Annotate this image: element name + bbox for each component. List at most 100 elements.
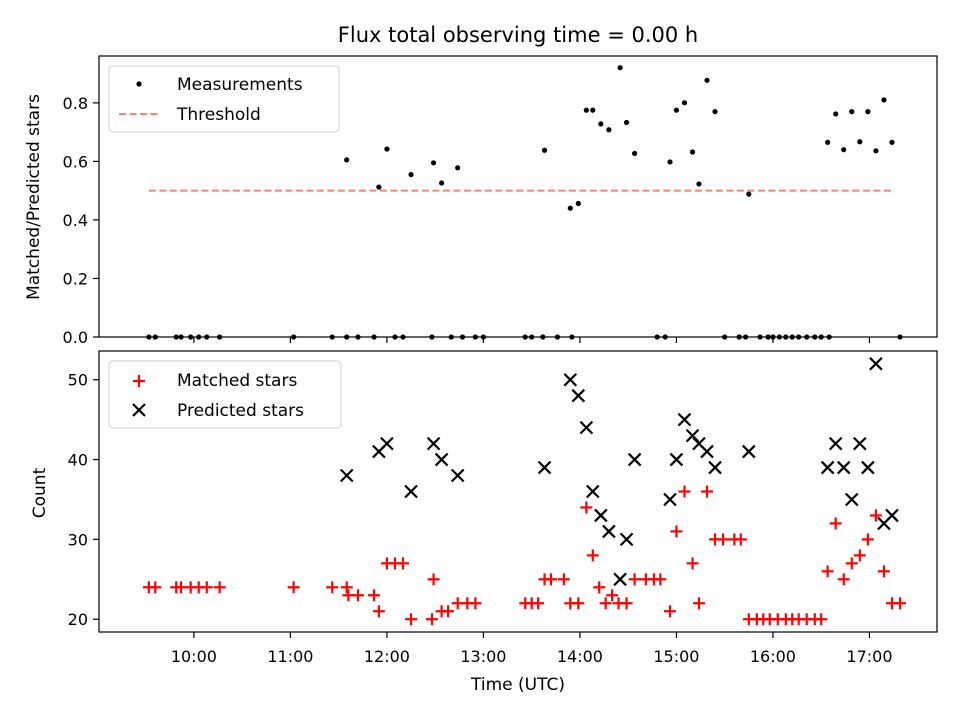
matched-star-point (678, 485, 691, 498)
top-plot-frame (98, 55, 938, 338)
predicted-star-point (885, 508, 899, 523)
matched-star-point (593, 581, 606, 594)
predicted-star-point (853, 436, 867, 451)
legend-threshold-label: Threshold (176, 105, 261, 125)
measurement-point (329, 334, 335, 340)
measurement-point (783, 334, 789, 340)
measurement-point (812, 334, 818, 340)
measurement-point (632, 150, 638, 157)
matched-star-point (396, 557, 409, 570)
matched-star-point (427, 573, 440, 586)
measurement-point (344, 157, 350, 163)
measurement-point (188, 334, 194, 340)
measurement-point (376, 184, 382, 190)
measurement-point (459, 334, 466, 340)
measurement-point (408, 171, 414, 178)
measurement-point (196, 334, 202, 340)
matched-star-point (845, 557, 858, 570)
matched-star-point (580, 501, 593, 514)
measurement-point (448, 334, 454, 340)
matched-star-point (853, 549, 866, 562)
legend-measurements-marker (136, 81, 142, 87)
measurement-point (344, 334, 350, 340)
matched-star-point (326, 581, 339, 594)
measurement-point (623, 119, 630, 126)
predicted-star-point (708, 460, 722, 475)
matched-star-point (469, 597, 482, 610)
predicted-star-point (380, 436, 394, 451)
predicted-star-point (619, 532, 634, 547)
measurement-point (889, 139, 895, 145)
matched-star-point (557, 573, 570, 586)
predicted-star-point (861, 460, 875, 475)
top-y-tick-label: 0.6 (63, 152, 88, 171)
measurement-point (736, 334, 742, 340)
measurement-point (654, 334, 660, 340)
measurement-point (881, 97, 887, 103)
matched-star-point (606, 589, 619, 602)
top-marks (146, 65, 903, 340)
top-y-tick-label: 0.4 (63, 211, 88, 230)
bottom-y-tick-label: 40 (68, 451, 88, 470)
matched-star-point (586, 549, 599, 562)
x-tick-label: 12:00 (364, 647, 410, 666)
top-y-ticks: 0.0 0.2 0.4 0.6 0.8 (63, 94, 99, 347)
matched-star-point (821, 565, 834, 578)
predicted-star-point (700, 444, 714, 459)
predicted-star-point (537, 460, 552, 475)
predicted-star-point (742, 444, 756, 459)
matched-star-point (869, 509, 882, 522)
matched-star-point (544, 573, 557, 586)
measurement-point (455, 165, 461, 171)
x-tick-label: 17:00 (846, 647, 892, 666)
measurement-point (712, 109, 718, 115)
matched-star-point (620, 597, 633, 610)
measurement-point (617, 65, 623, 71)
predicted-star-point (663, 492, 677, 507)
matched-star-point (442, 605, 455, 618)
matched-star-point (628, 573, 641, 586)
measurement-point (765, 334, 771, 340)
top-y-tick-label: 0.8 (63, 94, 88, 113)
matched-star-point (351, 589, 364, 602)
matched-star-point (425, 613, 438, 626)
top-y-tick-label: 0.0 (63, 328, 88, 347)
measurement-point (826, 334, 832, 340)
predicted-star-point (869, 356, 883, 371)
bottom-marks (142, 356, 907, 626)
matched-star-point (405, 613, 418, 626)
chart-title: Flux total observing time = 0.00 h (338, 23, 698, 47)
measurement-point (696, 181, 702, 187)
legend-predicted-marker (132, 403, 146, 417)
predicted-star-point (339, 468, 354, 483)
measurement-point (178, 334, 184, 340)
measurement-point (857, 139, 863, 145)
legend-measurements-label: Measurements (177, 75, 303, 95)
top-y-tick-label: 0.2 (63, 269, 88, 288)
x-tick-label: 14:00 (557, 647, 603, 666)
measurement-point (217, 334, 223, 340)
top-legend: Measurements Threshold (108, 65, 340, 133)
measurement-point (873, 148, 879, 154)
measurement-point (541, 147, 548, 153)
bottom-x-ticks: 10:00 11:00 12:00 13:00 14:00 15:00 16:00 17:00 (171, 632, 893, 666)
measurement-point (704, 77, 710, 83)
matched-star-point (663, 605, 676, 618)
matched-star-point (213, 581, 226, 594)
measurement-point (598, 121, 604, 127)
measurement-point (291, 334, 297, 340)
measurement-point (770, 334, 776, 340)
measurement-point (662, 334, 668, 340)
measurement-point (392, 334, 398, 340)
predicted-star-point (836, 460, 851, 475)
measurement-point (818, 334, 824, 340)
measurement-point (429, 334, 435, 340)
predicted-star-point (563, 372, 578, 387)
x-tick-label: 13:00 (460, 647, 506, 666)
matched-star-point (700, 485, 713, 498)
measurement-point (849, 109, 855, 115)
measurement-point (681, 100, 688, 106)
x-tick-label: 10:00 (171, 647, 217, 666)
